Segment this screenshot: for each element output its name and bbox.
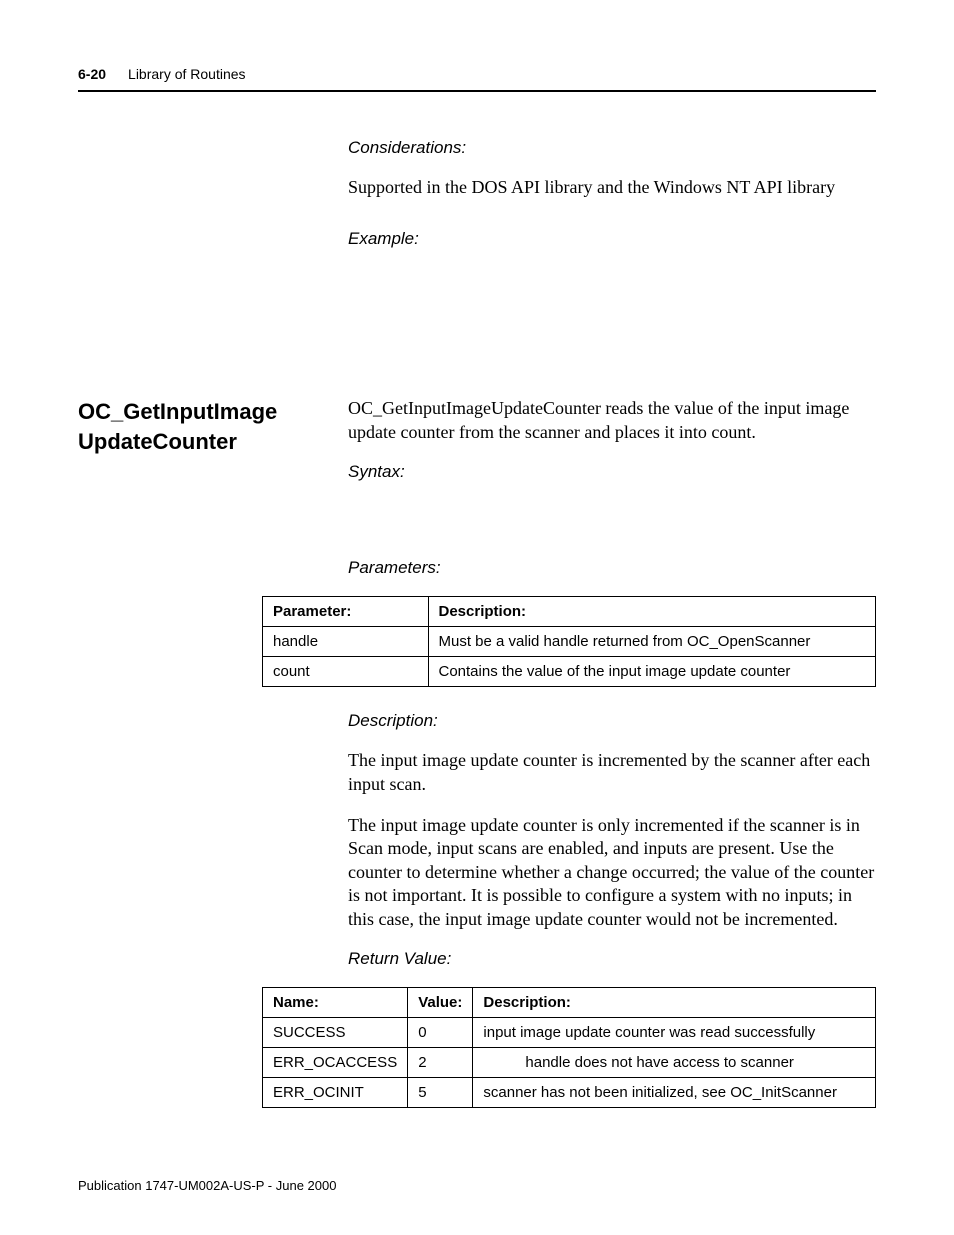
table-cell: handle does not have access to scanner xyxy=(473,1047,876,1077)
table-header-row: Parameter: Description: xyxy=(263,597,876,627)
return-label: Return Value: xyxy=(348,949,876,969)
table-header: Parameter: xyxy=(263,597,429,627)
table-cell: SUCCESS xyxy=(263,1017,408,1047)
considerations-body: Supported in the DOS API library and the… xyxy=(348,176,876,199)
description-p1: The input image update counter is increm… xyxy=(348,749,876,796)
table-header: Value: xyxy=(408,987,473,1017)
table-cell: input image update counter was read succ… xyxy=(473,1017,876,1047)
table-cell: Contains the value of the input image up… xyxy=(428,657,876,687)
header-section: Library of Routines xyxy=(128,66,246,82)
table-row: count Contains the value of the input im… xyxy=(263,657,876,687)
table-row: SUCCESS 0 input image update counter was… xyxy=(263,1017,876,1047)
routine-block: OC_GetInputImage UpdateCounter OC_GetInp… xyxy=(78,397,876,1108)
table-cell: scanner has not been initialized, see OC… xyxy=(473,1077,876,1107)
table-header: Name: xyxy=(263,987,408,1017)
table-row: ERR_OCINIT 5 scanner has not been initia… xyxy=(263,1077,876,1107)
description-p2: The input image update counter is only i… xyxy=(348,814,876,931)
table-cell: ERR_OCINIT xyxy=(263,1077,408,1107)
routine-heading: OC_GetInputImage UpdateCounter xyxy=(78,397,328,456)
syntax-label: Syntax: xyxy=(348,462,876,482)
parameters-table: Parameter: Description: handle Must be a… xyxy=(262,596,876,687)
table-row: ERR_OCACCESS 2 handle does not have acce… xyxy=(263,1047,876,1077)
considerations-label: Considerations: xyxy=(348,138,876,158)
table-header: Description: xyxy=(428,597,876,627)
table-cell: count xyxy=(263,657,429,687)
return-table: Name: Value: Description: SUCCESS 0 inpu… xyxy=(262,987,876,1108)
table-row: handle Must be a valid handle returned f… xyxy=(263,627,876,657)
table-cell: ERR_OCACCESS xyxy=(263,1047,408,1077)
table-cell: handle xyxy=(263,627,429,657)
table-cell: 5 xyxy=(408,1077,473,1107)
page-number: 6-20 xyxy=(78,66,106,82)
page-header: 6-20 Library of Routines xyxy=(78,66,876,92)
table-cell: 0 xyxy=(408,1017,473,1047)
parameters-label: Parameters: xyxy=(348,558,876,578)
table-header: Description: xyxy=(473,987,876,1017)
description-label: Description: xyxy=(348,711,876,731)
table-header-row: Name: Value: Description: xyxy=(263,987,876,1017)
page-content: Considerations: Supported in the DOS API… xyxy=(78,138,876,1132)
routine-heading-line1: OC_GetInputImage xyxy=(78,397,328,427)
footer-publication: Publication 1747-UM002A-US-P - June 2000 xyxy=(78,1178,336,1193)
table-cell: 2 xyxy=(408,1047,473,1077)
table-cell: Must be a valid handle returned from OC_… xyxy=(428,627,876,657)
routine-heading-line2: UpdateCounter xyxy=(78,427,328,457)
example-label: Example: xyxy=(348,229,876,249)
routine-intro: OC_GetInputImageUpdateCounter reads the … xyxy=(348,397,876,444)
